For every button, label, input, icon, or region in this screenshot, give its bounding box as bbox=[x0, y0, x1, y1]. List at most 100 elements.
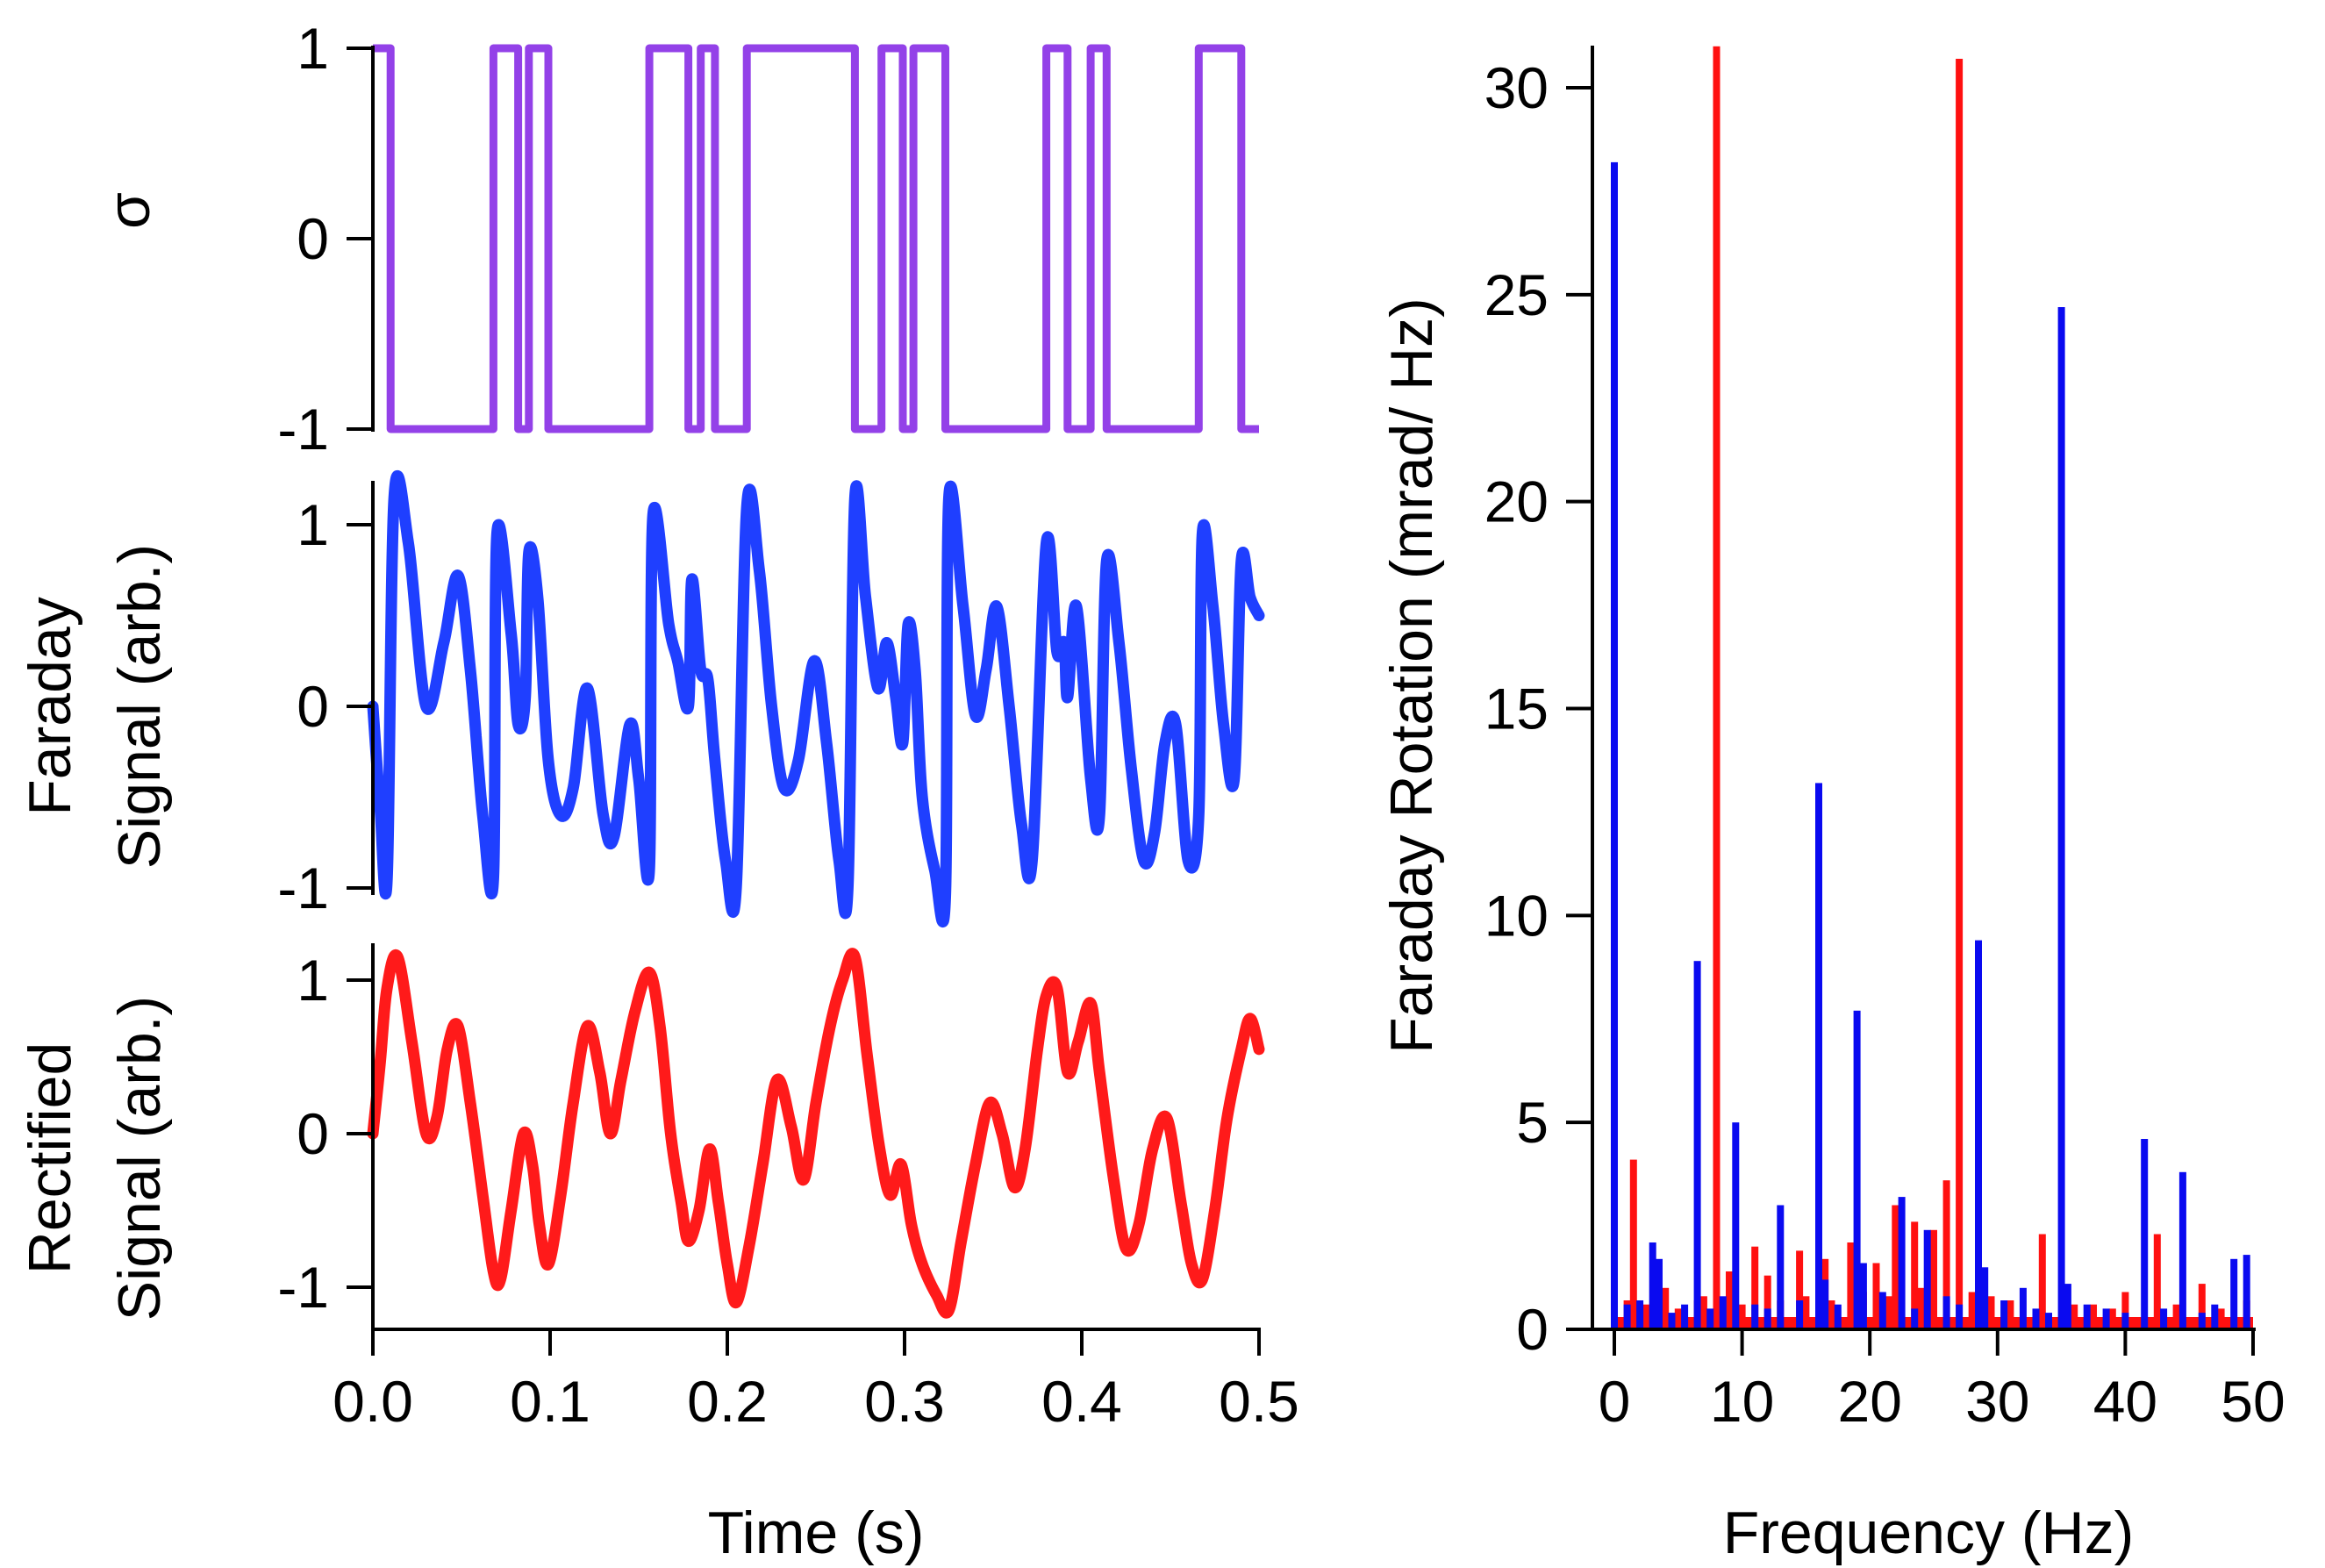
spectrum-blue-bar bbox=[1956, 1304, 1964, 1329]
spectrum-blue-series bbox=[1611, 161, 2250, 1330]
faraday-tick-label: 1 bbox=[297, 492, 329, 557]
spectrum-red-bar bbox=[2121, 1292, 2129, 1329]
time-tick-label: 0.3 bbox=[864, 1369, 945, 1434]
faraday-signal-line bbox=[367, 469, 1265, 927]
spectrum-noise-floor bbox=[1614, 1317, 2253, 1329]
spectrum-blue-bar bbox=[1911, 1308, 1919, 1329]
rectified-tick-label: 1 bbox=[297, 948, 329, 1013]
spectrum-blue-bar bbox=[1649, 1242, 1656, 1329]
sigma-tick-label: -1 bbox=[277, 397, 329, 462]
spectrum-red-bar bbox=[1796, 1250, 1804, 1329]
spectrum-red-bar bbox=[1802, 1296, 1810, 1329]
frequency-tick-label: 30 bbox=[1965, 1369, 2029, 1434]
faraday-y-title-line2: Signal (arb.) bbox=[106, 544, 173, 869]
spectrum-blue-bar bbox=[2057, 307, 2065, 1329]
faraday-tick-label: -1 bbox=[277, 856, 329, 920]
spectrum-red-bar bbox=[1629, 1159, 1637, 1329]
spectrum-blue-bar bbox=[1706, 1308, 1714, 1329]
spectrum-red-bar bbox=[1751, 1246, 1759, 1329]
spectrum-y-tick-label: 0 bbox=[1516, 1297, 1549, 1362]
spectrum-blue-bar bbox=[1796, 1300, 1804, 1329]
spectrum-blue-bar bbox=[1668, 1313, 1676, 1329]
spectrum-red-bar bbox=[1885, 1296, 1892, 1329]
frequency-tick-label: 10 bbox=[1710, 1369, 1774, 1434]
spectrum-blue-bar bbox=[1763, 1308, 1771, 1329]
spectrum-blue-bar bbox=[2083, 1304, 2091, 1329]
spectrum-blue-bar bbox=[1878, 1292, 1886, 1329]
spectrum-red-bar bbox=[1911, 1221, 1919, 1329]
spectrum-blue-bar bbox=[1981, 1267, 1989, 1330]
spectrum-blue-bar bbox=[1898, 1197, 1906, 1329]
spectrum-red-bar bbox=[1987, 1296, 1995, 1329]
spectrum-blue-bar bbox=[1853, 1010, 1861, 1329]
spectrum-blue-bar bbox=[1719, 1296, 1727, 1329]
rectified-series bbox=[367, 948, 1265, 1319]
spectrum-red-bar bbox=[2071, 1304, 2078, 1329]
spectrum-blue-bar bbox=[1611, 161, 1618, 1329]
spectrum-blue-bar bbox=[2000, 1300, 2008, 1329]
spectrum-red-bar bbox=[1942, 1180, 1950, 1329]
spectrum-blue-bar bbox=[2032, 1308, 2040, 1329]
sigma-y-title: σ bbox=[96, 192, 162, 229]
rectified-panel: 1 0 -1 Rectified Signal (arb.) 0.0 0.1 0… bbox=[17, 943, 1299, 1566]
spectrum-blue-bar bbox=[2160, 1308, 2168, 1329]
spectrum-red-bar bbox=[2007, 1300, 2014, 1329]
spectrum-red-bar bbox=[1872, 1263, 1880, 1329]
spectrum-red-bar bbox=[2090, 1304, 2097, 1329]
spectrum-red-bar bbox=[1713, 46, 1720, 1329]
sigma-tick-label: 1 bbox=[297, 16, 329, 81]
spectrum-blue-bar bbox=[2178, 1171, 2186, 1329]
spectrum-red-bar bbox=[1956, 59, 1964, 1329]
spectrum-blue-bar bbox=[1821, 1279, 1829, 1329]
spectrum-red-bar bbox=[1917, 1287, 1925, 1329]
spectrum-blue-bar bbox=[1859, 1263, 1867, 1329]
frequency-tick-label: 40 bbox=[2093, 1369, 2157, 1434]
spectrum-blue-bar bbox=[1681, 1304, 1689, 1329]
spectrum-red-series bbox=[1611, 46, 2253, 1329]
rectified-tick-label: 0 bbox=[297, 1101, 329, 1166]
spectrum-blue-bar bbox=[1732, 1122, 1740, 1329]
time-tick-label: 0.4 bbox=[1041, 1369, 1122, 1434]
faraday-y-title-line1: Faraday bbox=[17, 597, 83, 815]
time-tick-label: 0.5 bbox=[1219, 1369, 1299, 1434]
spectrum-red-bar bbox=[2172, 1304, 2180, 1329]
spectrum-y-tick-label: 15 bbox=[1484, 677, 1549, 741]
spectrum-blue-bar bbox=[2019, 1287, 2027, 1329]
spectrum-red-bar bbox=[1642, 1304, 1650, 1329]
spectrum-blue-bar bbox=[1975, 940, 1982, 1329]
spectrum-red-bar bbox=[1892, 1205, 1899, 1329]
spectrum-y-tick-label: 30 bbox=[1484, 55, 1549, 120]
spectrum-red-bar bbox=[2198, 1284, 2206, 1329]
sigma-step-line bbox=[373, 44, 1259, 433]
spectrum-blue-bar bbox=[1636, 1300, 1644, 1329]
spectrum-blue-bar bbox=[1656, 1258, 1663, 1329]
spectrum-blue-bar bbox=[1693, 961, 1701, 1329]
spectrum-blue-bar bbox=[2243, 1255, 2250, 1329]
spectrum-blue-bar bbox=[1834, 1304, 1842, 1329]
spectrum-y-tick-label: 20 bbox=[1484, 469, 1549, 534]
spectrum-red-bar bbox=[1847, 1242, 1855, 1329]
sigma-series bbox=[373, 44, 1259, 433]
spectrum-blue-bar bbox=[2141, 1139, 2149, 1329]
spectrum-red-bar bbox=[1699, 1296, 1707, 1329]
spectrum-blue-bar bbox=[2198, 1313, 2206, 1329]
spectrum-red-bar bbox=[1726, 1271, 1733, 1329]
time-tick-label: 0.2 bbox=[687, 1369, 768, 1434]
frequency-tick-label: 50 bbox=[2221, 1369, 2285, 1434]
spectrum-blue-bar bbox=[2064, 1284, 2071, 1329]
rectified-y-title-line1: Rectified bbox=[17, 1042, 83, 1275]
spectrum-red-bar bbox=[1828, 1300, 1835, 1329]
spectrum-blue-bar bbox=[1942, 1296, 1950, 1329]
spectrum-red-bar bbox=[1738, 1304, 1746, 1329]
spectrum-blue-bar bbox=[2230, 1258, 2238, 1329]
rectified-signal-line bbox=[367, 948, 1265, 1319]
spectrum-blue-bar bbox=[1777, 1205, 1785, 1329]
spectrum-y-title: Faraday Rotation (mrad/ Hz) bbox=[1378, 297, 1445, 1054]
spectrum-red-bar bbox=[1763, 1275, 1771, 1329]
spectrum-y-tick-label: 10 bbox=[1484, 883, 1549, 948]
spectrum-blue-bar bbox=[2211, 1304, 2219, 1329]
spectrum-red-bar bbox=[2038, 1234, 2046, 1329]
spectrum-blue-bar bbox=[1923, 1229, 1931, 1329]
